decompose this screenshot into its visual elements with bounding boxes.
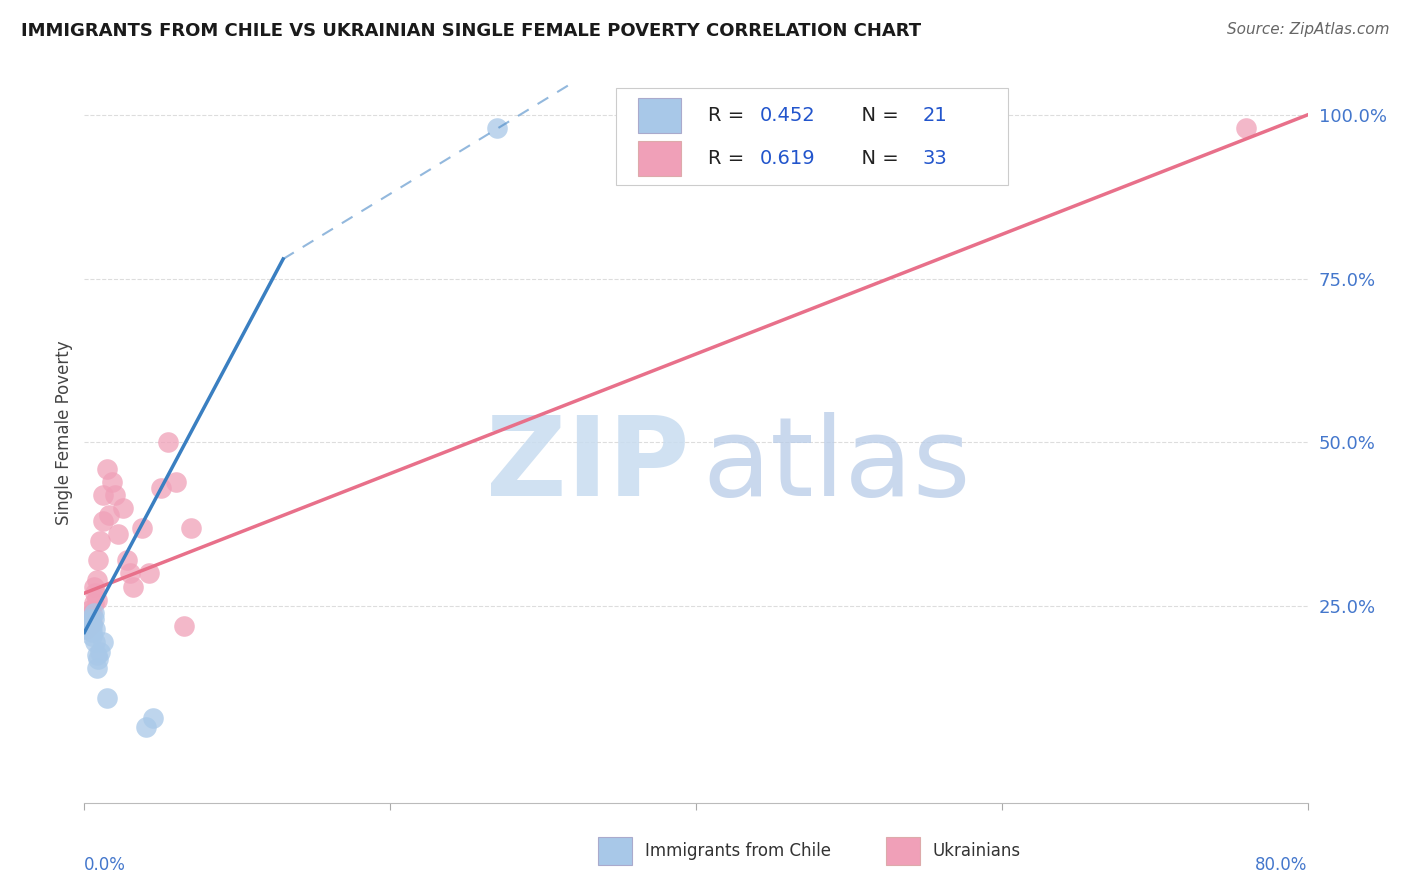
Point — [84, 622, 107, 636]
Point — [80, 625, 103, 640]
Point — [96, 690, 118, 705]
Text: N =: N = — [849, 106, 905, 125]
Text: Source: ZipAtlas.com: Source: ZipAtlas.com — [1226, 22, 1389, 37]
Point — [157, 435, 180, 450]
Point — [77, 609, 100, 624]
Text: Ukrainians: Ukrainians — [932, 842, 1021, 860]
Point — [86, 592, 108, 607]
Point — [80, 629, 103, 643]
Point — [138, 566, 160, 581]
Point — [84, 635, 107, 649]
Text: 33: 33 — [922, 149, 948, 168]
Point — [1236, 120, 1258, 135]
Point — [87, 651, 110, 665]
Point — [86, 661, 108, 675]
Point — [89, 533, 111, 548]
Point — [89, 645, 111, 659]
Text: Immigrants from Chile: Immigrants from Chile — [644, 842, 831, 860]
Text: ZIP: ZIP — [486, 412, 690, 519]
Point — [111, 500, 134, 515]
Point — [79, 622, 101, 636]
Point — [91, 635, 114, 649]
Point — [80, 619, 103, 633]
Text: 80.0%: 80.0% — [1256, 856, 1308, 874]
Point — [122, 580, 145, 594]
Point — [79, 602, 101, 616]
Point — [135, 721, 157, 735]
Point — [86, 648, 108, 663]
Text: 0.0%: 0.0% — [84, 856, 127, 874]
Point — [75, 622, 97, 636]
Point — [77, 615, 100, 630]
Point — [96, 461, 118, 475]
Point — [79, 612, 101, 626]
Text: R =: R = — [709, 149, 751, 168]
Point — [486, 120, 509, 135]
Point — [131, 521, 153, 535]
Y-axis label: Single Female Poverty: Single Female Poverty — [55, 341, 73, 524]
Point — [87, 553, 110, 567]
FancyBboxPatch shape — [886, 837, 920, 865]
Point — [80, 615, 103, 630]
Point — [107, 527, 129, 541]
Point — [77, 619, 100, 633]
Point — [86, 573, 108, 587]
Point — [83, 580, 105, 594]
FancyBboxPatch shape — [598, 837, 633, 865]
Point — [149, 481, 172, 495]
Point — [76, 615, 98, 630]
Point — [83, 596, 105, 610]
Point — [115, 553, 138, 567]
Point — [83, 606, 105, 620]
Point — [142, 711, 165, 725]
Point — [91, 514, 114, 528]
FancyBboxPatch shape — [638, 97, 682, 133]
Point — [101, 475, 124, 489]
Point — [120, 566, 142, 581]
Text: IMMIGRANTS FROM CHILE VS UKRAINIAN SINGLE FEMALE POVERTY CORRELATION CHART: IMMIGRANTS FROM CHILE VS UKRAINIAN SINGL… — [21, 22, 921, 40]
Point — [97, 508, 120, 522]
Point — [84, 586, 107, 600]
Text: 21: 21 — [922, 106, 948, 125]
Text: N =: N = — [849, 149, 905, 168]
FancyBboxPatch shape — [616, 88, 1008, 185]
Point — [173, 619, 195, 633]
Text: R =: R = — [709, 106, 751, 125]
Point — [91, 488, 114, 502]
Text: 0.619: 0.619 — [759, 149, 815, 168]
Point — [80, 606, 103, 620]
Point — [83, 612, 105, 626]
Point — [77, 619, 100, 633]
Text: 0.452: 0.452 — [759, 106, 815, 125]
Point — [104, 488, 127, 502]
Point — [165, 475, 187, 489]
Point — [180, 521, 202, 535]
Point — [75, 622, 97, 636]
FancyBboxPatch shape — [638, 141, 682, 177]
Text: atlas: atlas — [702, 412, 970, 519]
